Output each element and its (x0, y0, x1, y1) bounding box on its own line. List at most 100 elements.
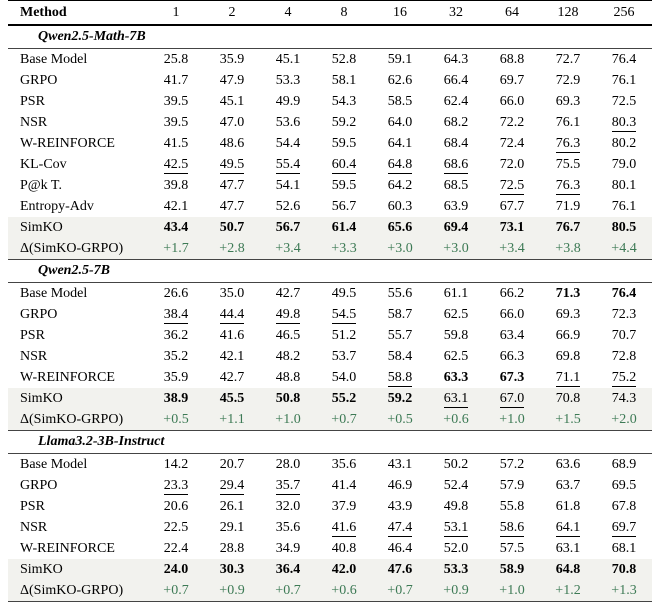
value-cell: 36.4 (260, 559, 316, 580)
delta-value-cell: +1.3 (596, 580, 652, 602)
value-cell: 54.3 (331, 94, 357, 109)
value-cell: 53.7 (331, 349, 357, 364)
value-cell: 80.5 (596, 217, 652, 238)
value-cell: 58.9 (484, 559, 540, 580)
value-cell: 49.9 (275, 94, 301, 109)
table-row: GRPO 38.4 44.4 49.8 54.5 58.7 62.5 66.0 69.3 72.3 (8, 304, 652, 325)
column-header-method: Method (8, 0, 148, 26)
value-cell: 41.7 (163, 73, 189, 88)
value-cell: 48.2 (275, 349, 301, 364)
delta-value-cell: +0.9 (204, 580, 260, 602)
value-cell: 68.8 (499, 52, 525, 67)
delta-value-cell: +3.4 (260, 238, 316, 260)
value-cell: 50.8 (260, 388, 316, 409)
value-cell: 41.5 (163, 136, 189, 151)
value-cell: 57.5 (499, 541, 525, 556)
value-cell: 42.1 (163, 199, 189, 214)
value-cell: 62.5 (443, 349, 469, 364)
value-cell: 29.4 (219, 478, 245, 495)
value-cell: 55.4 (275, 157, 301, 174)
value-cell: 65.6 (372, 217, 428, 238)
value-cell: 57.2 (499, 457, 525, 472)
value-cell: 67.0 (484, 388, 540, 409)
section-title: Qwen2.5-Math-7B (8, 25, 652, 49)
value-cell: 72.7 (555, 52, 581, 67)
value-cell: 59.2 (372, 388, 428, 409)
value-cell: 58.8 (387, 370, 413, 387)
table-row: P@k T. 39.8 47.7 54.1 59.5 64.2 68.5 72.5 76.3 80… (8, 175, 652, 196)
delta-value-cell: +0.6 (428, 409, 484, 431)
table-row: NSR 22.5 29.1 35.6 41.6 47.4 53.1 58.6 64.1 69.7 (8, 517, 652, 538)
value-cell: 59.5 (331, 178, 357, 193)
delta-value-cell: +1.0 (484, 580, 540, 602)
delta-value-cell: +3.3 (316, 238, 372, 260)
delta-value-cell: +0.5 (148, 409, 204, 431)
value-cell: 45.1 (275, 52, 301, 67)
value-cell: 72.0 (499, 157, 525, 172)
value-cell: 46.9 (387, 478, 413, 493)
value-cell: 53.3 (275, 73, 301, 88)
value-cell: 74.3 (596, 388, 652, 409)
value-cell: 50.2 (443, 457, 469, 472)
value-cell: 32.0 (275, 499, 301, 514)
method-label: KL-Cov (20, 157, 67, 172)
value-cell: 59.2 (331, 115, 357, 130)
value-cell: 43.9 (387, 499, 413, 514)
value-cell: 22.5 (163, 520, 189, 535)
value-cell: 73.1 (484, 217, 540, 238)
method-label: GRPO (20, 478, 58, 493)
delta-value-cell: +0.6 (316, 580, 372, 602)
table-row: NSR 39.5 47.0 53.6 59.2 64.0 68.2 72.2 76.1 80.3 (8, 112, 652, 133)
value-cell: 70.8 (540, 388, 596, 409)
value-cell: 69.3 (555, 307, 581, 322)
value-cell: 52.4 (443, 478, 469, 493)
value-cell: 76.1 (611, 73, 637, 88)
value-cell: 71.9 (555, 199, 581, 214)
value-cell: 68.9 (611, 457, 637, 472)
value-cell: 42.0 (316, 559, 372, 580)
table-row: GRPO 41.7 47.9 53.3 58.1 62.6 66.4 69.7 72.9 76.1 (8, 70, 652, 91)
value-cell: 58.7 (387, 307, 413, 322)
value-cell: 49.8 (275, 307, 301, 324)
value-cell: 37.9 (331, 499, 357, 514)
value-cell: 62.6 (387, 73, 413, 88)
value-cell: 47.6 (372, 559, 428, 580)
value-cell: 52.8 (331, 52, 357, 67)
value-cell: 52.0 (443, 541, 469, 556)
method-label: GRPO (20, 307, 58, 322)
value-cell: 48.6 (219, 136, 245, 151)
column-header-k-4: 4 (260, 0, 316, 26)
passk-results-table: Method 1 2 4 8 16 32 64 128 256 Qwen2.5-Math-7B Ba… (8, 0, 652, 602)
value-cell: 42.7 (219, 370, 245, 385)
value-cell: 26.1 (219, 499, 245, 514)
value-cell: 54.4 (275, 136, 301, 151)
value-cell: 51.2 (331, 328, 357, 343)
value-cell: 47.9 (219, 73, 245, 88)
method-label: W-REINFORCE (20, 136, 115, 151)
value-cell: 34.9 (275, 541, 301, 556)
column-header-k-64: 64 (484, 0, 540, 26)
value-cell: 54.5 (331, 307, 357, 324)
value-cell: 66.3 (499, 349, 525, 364)
method-label: PSR (20, 499, 45, 514)
value-cell: 68.5 (443, 178, 469, 193)
method-label: W-REINFORCE (20, 370, 115, 385)
method-label: Δ(SimKO-GRPO) (8, 238, 148, 260)
table-header: Method 1 2 4 8 16 32 64 128 256 (8, 0, 652, 26)
table-row: NSR 35.2 42.1 48.2 53.7 58.4 62.5 66.3 69.8 72.8 (8, 346, 652, 367)
value-cell: 30.3 (204, 559, 260, 580)
column-header-k-128: 128 (540, 0, 596, 26)
value-cell: 35.9 (219, 52, 245, 67)
column-header-k-32: 32 (428, 0, 484, 26)
value-cell: 23.3 (163, 478, 189, 495)
table-row: Entropy-Adv 42.1 47.7 52.6 56.7 60.3 63.9 67.7 7… (8, 196, 652, 217)
table-row: Base Model 25.8 35.9 45.1 52.8 59.1 64.3 68.8 72… (8, 49, 652, 71)
value-cell: 39.8 (163, 178, 189, 193)
value-cell: 42.7 (275, 286, 301, 301)
value-cell: 67.3 (499, 370, 525, 385)
value-cell: 47.0 (219, 115, 245, 130)
section-title: Llama3.2-3B-Instruct (8, 430, 652, 454)
column-header-k-16: 16 (372, 0, 428, 26)
value-cell: 69.3 (555, 94, 581, 109)
value-cell: 29.1 (219, 520, 245, 535)
